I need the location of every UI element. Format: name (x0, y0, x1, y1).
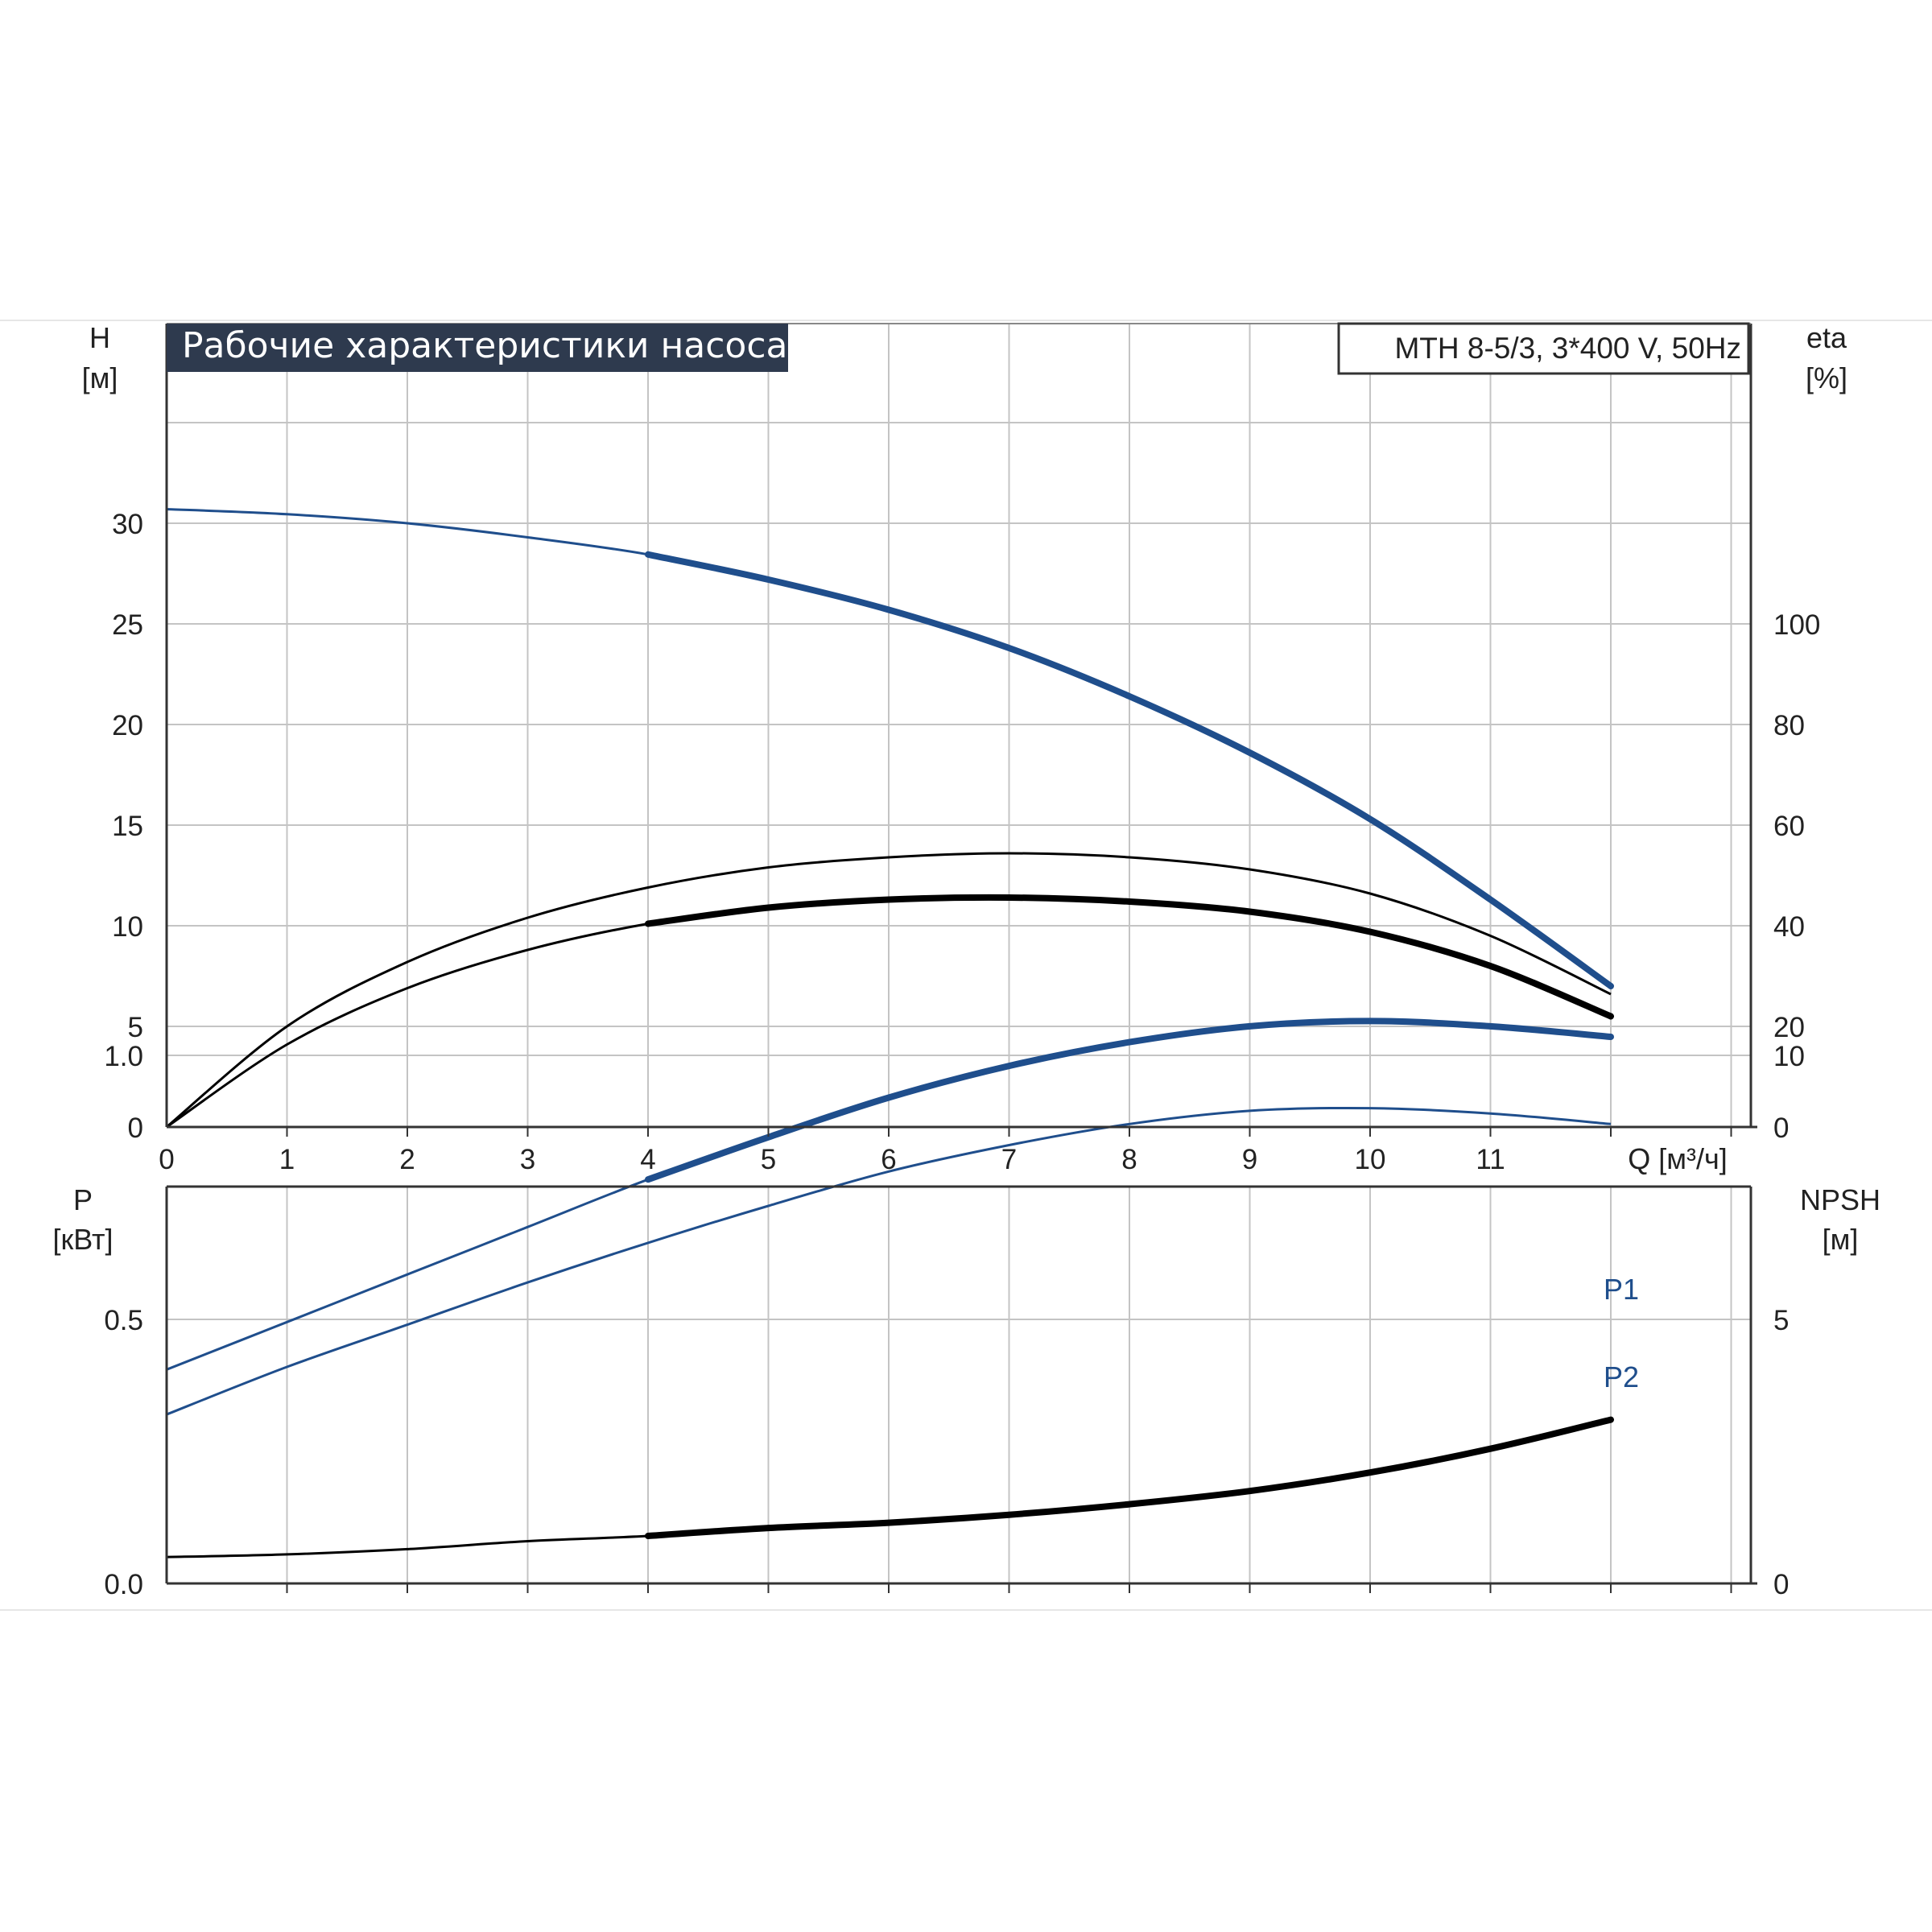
npsh-axis-unit: [м] (1823, 1223, 1859, 1256)
x-tick-label: 8 (1121, 1144, 1137, 1175)
series-label-p2: P2 (1604, 1360, 1639, 1393)
npsh-tick-label: 10 (1773, 1041, 1805, 1072)
x-tick-label: 9 (1242, 1144, 1257, 1175)
bottom-panel-grid (167, 1055, 1751, 1583)
x-tick-label: 5 (761, 1144, 776, 1175)
efficiency-curve-upper-thin (166, 852, 1612, 1129)
p-tick-label: 0.0 (104, 1569, 143, 1600)
bottom-panel-frame (165, 1185, 1757, 1593)
npsh-axis-label: NPSH (1800, 1183, 1880, 1216)
npsh-curve-bold (645, 1416, 1614, 1539)
eta-tick-label: 20 (1773, 1012, 1805, 1043)
head-curve-bold (645, 551, 1614, 989)
bottom-panel-curves (166, 1018, 1614, 1558)
h-axis-unit: [м] (82, 361, 118, 394)
top-panel-frame (165, 323, 1757, 1137)
eta-tick-label: 100 (1773, 609, 1820, 641)
eta-axis-unit: [%] (1806, 361, 1847, 394)
chart-title: Рабочие характеристики насоса (182, 325, 787, 366)
p-tick-label: 1.0 (104, 1041, 143, 1072)
h-tick-label: 30 (112, 509, 143, 540)
x-tick-label: 2 (399, 1144, 415, 1175)
h-tick-label: 10 (112, 911, 143, 943)
x-tick-label: 4 (640, 1144, 655, 1175)
eta-tick-label: 60 (1773, 811, 1805, 842)
x-tick-label: 0 (159, 1144, 174, 1175)
h-axis-label: H (89, 321, 110, 354)
eta-tick-label: 40 (1773, 911, 1805, 943)
top-panel-grid (167, 324, 1751, 1127)
x-tick-label: 10 (1355, 1144, 1386, 1175)
h-tick-label: 15 (112, 811, 143, 842)
x-tick-label: 3 (520, 1144, 535, 1175)
top-panel-curves (166, 508, 1614, 1129)
tick-labels: 0 1 2 3 4 5 6 7 8 9 10 110510152025300204060801000.… (104, 509, 1820, 1600)
x-tick-label: 7 (1001, 1144, 1017, 1175)
p2-power-curve-thin (166, 1106, 1612, 1416)
x-tick-label: 6 (881, 1144, 896, 1175)
efficiency-curve-lower-bold (645, 894, 1614, 1020)
model-label-box (1337, 322, 1750, 375)
h-tick-label: 20 (112, 710, 143, 741)
x-tick-label: 1 (279, 1144, 295, 1175)
npsh-tick-label: 0 (1773, 1569, 1789, 1600)
npsh-tick-label: 5 (1773, 1305, 1789, 1336)
h-tick-label: 25 (112, 609, 143, 641)
eta-axis-label: eta (1806, 321, 1847, 354)
p-axis-unit: [кВт] (52, 1223, 113, 1256)
model-label: MTH 8-5/3, 3*400 V, 50Hz (1394, 332, 1741, 365)
p1-power-curve-bold (645, 1018, 1614, 1183)
h-tick-label: 0 (128, 1113, 143, 1144)
h-tick-label: 5 (128, 1012, 143, 1043)
q-axis-label: Q [м³/ч] (1628, 1142, 1728, 1175)
chart-title-box (167, 324, 788, 372)
eta-tick-label: 80 (1773, 710, 1805, 741)
p-tick-label: 0.5 (104, 1305, 143, 1336)
eta-tick-label: 0 (1773, 1113, 1789, 1144)
series-label-p1: P1 (1604, 1273, 1639, 1306)
x-tick-label: 11 (1476, 1144, 1505, 1175)
p-axis-label: P (73, 1183, 93, 1216)
